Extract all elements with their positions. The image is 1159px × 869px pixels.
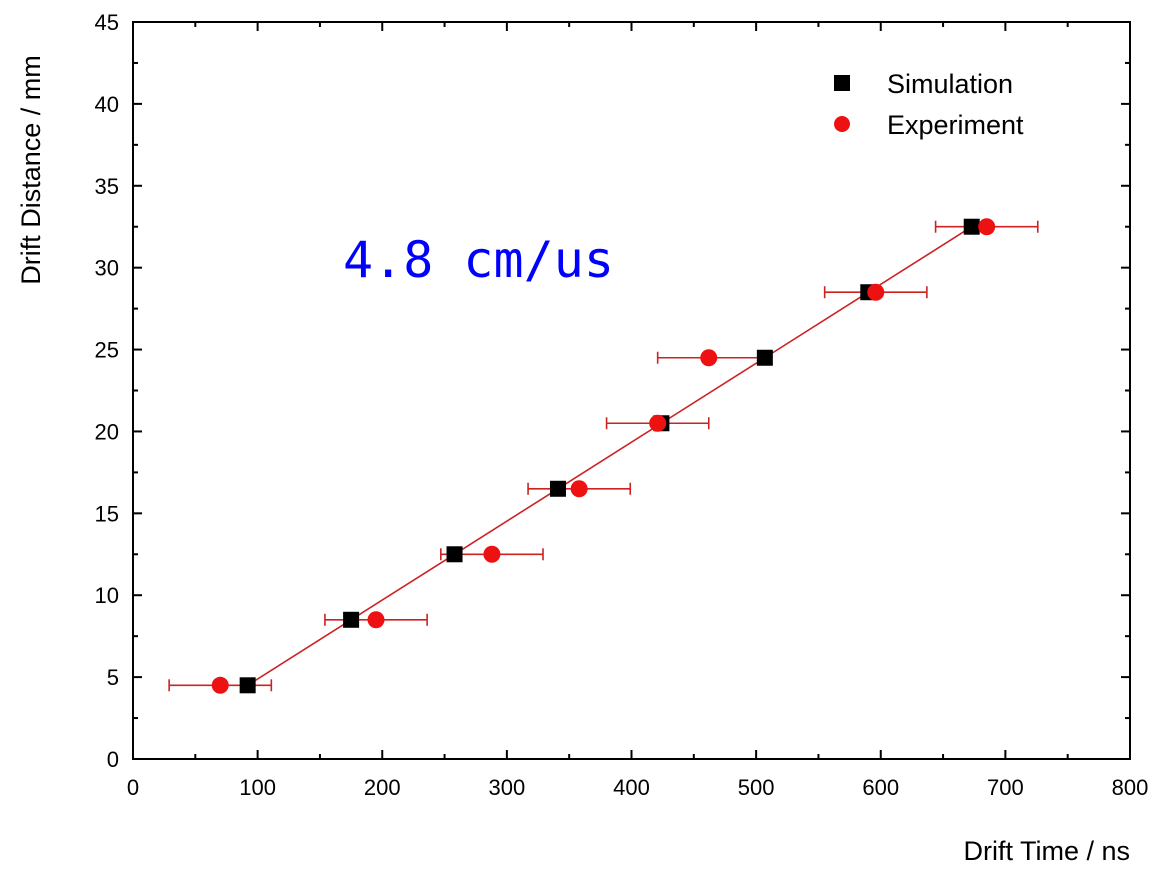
x-tick-label: 700 (987, 775, 1024, 800)
experiment-point (483, 545, 501, 563)
experiment-point (367, 611, 385, 629)
y-tick-label: 5 (107, 665, 119, 690)
simulation-point (549, 480, 566, 497)
y-tick-label: 0 (107, 747, 119, 772)
y-tick-label: 10 (95, 583, 119, 608)
experiment-point (867, 283, 885, 301)
axis-ticks: 0 100 200 300 400 500 600 700 800 0 5 10 15 20 25 30 35 4… (95, 10, 1149, 800)
legend-experiment-label: Experiment (887, 110, 1024, 140)
legend-experiment-marker (834, 116, 850, 132)
error-bar-group (168, 220, 1039, 692)
x-tick-label: 100 (239, 775, 276, 800)
y-tick-label: 15 (95, 501, 119, 526)
y-tick-label: 25 (95, 338, 119, 363)
experiment-point (649, 414, 667, 432)
y-tick-label: 30 (95, 256, 119, 281)
simulation-point (446, 546, 463, 563)
simulation-point (239, 677, 256, 694)
experiment-point (700, 349, 718, 367)
y-tick-label: 40 (95, 92, 119, 117)
simulation-line-group (247, 226, 973, 686)
marker-group (211, 218, 996, 694)
y-axis-title: Drift Distance / mm (16, 55, 46, 285)
experiment-point (978, 218, 996, 236)
x-tick-label: 0 (127, 775, 139, 800)
x-tick-label: 600 (862, 775, 899, 800)
x-tick-label: 200 (364, 775, 401, 800)
legend-simulation-marker (834, 75, 850, 91)
simulation-line (247, 226, 973, 686)
legend: Simulation Experiment (834, 69, 1024, 140)
simulation-point (343, 611, 360, 628)
y-tick-label: 45 (95, 10, 119, 35)
x-tick-label: 800 (1112, 775, 1149, 800)
y-tick-label: 20 (95, 419, 119, 444)
x-tick-label: 400 (613, 775, 650, 800)
legend-simulation-label: Simulation (887, 69, 1013, 99)
slope-annotation: 4.8 cm/us (343, 231, 614, 289)
y-tick-label: 35 (95, 174, 119, 199)
x-axis-title: Drift Time / ns (963, 836, 1130, 866)
experiment-point (570, 480, 588, 498)
simulation-point (963, 218, 980, 235)
x-tick-label: 500 (738, 775, 775, 800)
simulation-point (756, 349, 773, 366)
experiment-point (211, 676, 229, 694)
x-tick-label: 300 (489, 775, 526, 800)
